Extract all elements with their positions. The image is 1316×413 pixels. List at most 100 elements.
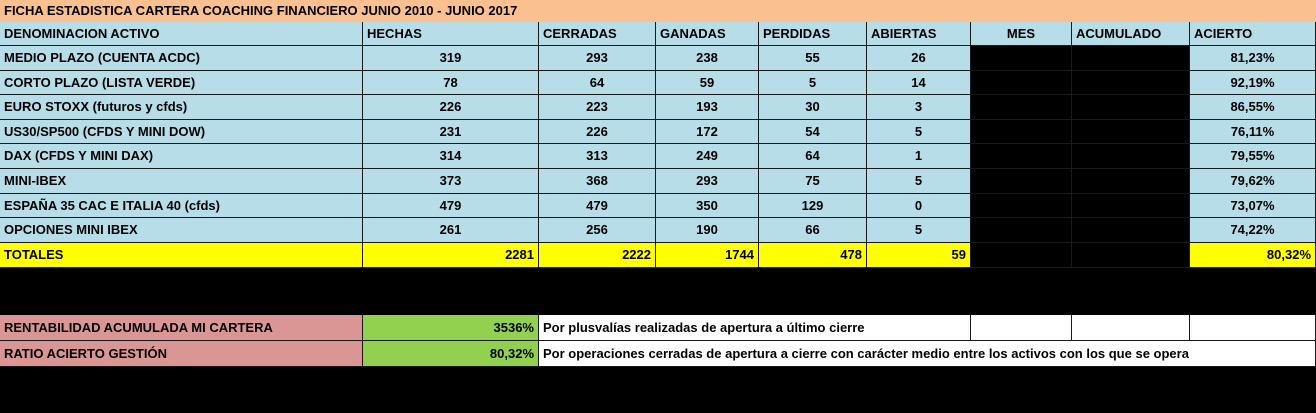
mes-redacted xyxy=(971,46,1072,71)
acierto-value: 81,23% xyxy=(1190,46,1316,71)
perdidas-value: 75 xyxy=(759,169,867,194)
ganadas-value: 350 xyxy=(656,194,759,218)
asset-name: CORTO PLAZO (LISTA VERDE) xyxy=(0,71,363,95)
acumulado-redacted xyxy=(1072,95,1190,120)
ganadas-value: 238 xyxy=(656,46,759,71)
abiertas-value: 3 xyxy=(867,95,971,120)
acierto-value: 79,55% xyxy=(1190,144,1316,169)
mes-redacted xyxy=(971,144,1072,169)
ganadas-value: 249 xyxy=(656,144,759,169)
table-row: OPCIONES MINI IBEX 261 256 190 66 5 74,2… xyxy=(0,218,1316,243)
hechas-value: 78 xyxy=(363,71,539,95)
totals-hechas: 2281 xyxy=(363,243,539,268)
acierto-value: 92,19% xyxy=(1190,71,1316,95)
asset-name: MINI-IBEX xyxy=(0,169,363,194)
table-row: ESPAÑA 35 CAC E ITALIA 40 (cfds) 479 479… xyxy=(0,194,1316,218)
cerradas-value: 256 xyxy=(539,218,656,243)
hechas-value: 226 xyxy=(363,95,539,120)
perdidas-value: 55 xyxy=(759,46,867,71)
mes-redacted xyxy=(971,71,1072,95)
ganadas-value: 172 xyxy=(656,120,759,144)
cerradas-value: 313 xyxy=(539,144,656,169)
acumulado-redacted xyxy=(1072,243,1190,268)
perdidas-value: 5 xyxy=(759,71,867,95)
redacted-block xyxy=(0,367,1316,413)
abiertas-value: 26 xyxy=(867,46,971,71)
cerradas-value: 479 xyxy=(539,194,656,218)
redacted-block xyxy=(0,268,1316,315)
summary-note-rentabilidad: Por plusvalías realizadas de apertura a … xyxy=(539,315,971,341)
totals-row: TOTALES 2281 2222 1744 478 59 80,32% xyxy=(0,243,1316,268)
table-row: MEDIO PLAZO (CUENTA ACDC) 319 293 238 55… xyxy=(0,46,1316,71)
mes-redacted xyxy=(971,194,1072,218)
header-perdidas: PERDIDAS xyxy=(759,22,867,46)
table-row: MINI-IBEX 373 368 293 75 5 79,62% xyxy=(0,169,1316,194)
hechas-value: 231 xyxy=(363,120,539,144)
totals-label: TOTALES xyxy=(0,243,363,268)
hechas-value: 314 xyxy=(363,144,539,169)
abiertas-value: 5 xyxy=(867,218,971,243)
asset-name: US30/SP500 (CFDS Y MINI DOW) xyxy=(0,120,363,144)
perdidas-value: 66 xyxy=(759,218,867,243)
acumulado-redacted xyxy=(1072,120,1190,144)
title-band xyxy=(971,0,1316,22)
table-row: CORTO PLAZO (LISTA VERDE) 78 64 59 5 14 … xyxy=(0,71,1316,95)
summary-value-ratio: 80,32% xyxy=(363,341,539,367)
mes-redacted xyxy=(971,243,1072,268)
acierto-value: 73,07% xyxy=(1190,194,1316,218)
ganadas-value: 190 xyxy=(656,218,759,243)
header-cerradas: CERRADAS xyxy=(539,22,656,46)
asset-name: OPCIONES MINI IBEX xyxy=(0,218,363,243)
cerradas-value: 368 xyxy=(539,169,656,194)
header-acumulado: ACUMULADO xyxy=(1072,22,1190,46)
abiertas-value: 0 xyxy=(867,194,971,218)
hechas-value: 479 xyxy=(363,194,539,218)
summary-label-ratio: RATIO ACIERTO GESTIÓN xyxy=(0,341,363,367)
abiertas-value: 5 xyxy=(867,169,971,194)
perdidas-value: 54 xyxy=(759,120,867,144)
acumulado-redacted xyxy=(1072,169,1190,194)
cerradas-value: 293 xyxy=(539,46,656,71)
summary-value-rentabilidad: 3536% xyxy=(363,315,539,341)
header-mes: MES xyxy=(971,22,1072,46)
acumulado-redacted xyxy=(1072,144,1190,169)
perdidas-value: 64 xyxy=(759,144,867,169)
acumulado-redacted xyxy=(1072,218,1190,243)
summary-note-ratio: Por operaciones cerradas de apertura a c… xyxy=(539,341,1316,367)
header-row: DENOMINACION ACTIVO HECHAS CERRADAS GANA… xyxy=(0,22,1316,46)
totals-abiertas: 59 xyxy=(867,243,971,268)
header-ganadas: GANADAS xyxy=(656,22,759,46)
asset-name: DAX (CFDS Y MINI DAX) xyxy=(0,144,363,169)
table-row: DAX (CFDS Y MINI DAX) 314 313 249 64 1 7… xyxy=(0,144,1316,169)
asset-name: EURO STOXX (futuros y cfds) xyxy=(0,95,363,120)
mes-redacted xyxy=(971,169,1072,194)
mes-redacted xyxy=(971,218,1072,243)
header-denominacion: DENOMINACION ACTIVO xyxy=(0,22,363,46)
perdidas-value: 129 xyxy=(759,194,867,218)
acierto-value: 76,11% xyxy=(1190,120,1316,144)
sheet-title: FICHA ESTADISTICA CARTERA COACHING FINAN… xyxy=(0,0,971,22)
header-abiertas: ABIERTAS xyxy=(867,22,971,46)
ganadas-value: 193 xyxy=(656,95,759,120)
acumulado-redacted xyxy=(1072,46,1190,71)
totals-cerradas: 2222 xyxy=(539,243,656,268)
abiertas-value: 1 xyxy=(867,144,971,169)
empty-cell xyxy=(1190,315,1316,341)
abiertas-value: 14 xyxy=(867,71,971,95)
header-hechas: HECHAS xyxy=(363,22,539,46)
ganadas-value: 59 xyxy=(656,71,759,95)
totals-ganadas: 1744 xyxy=(656,243,759,268)
totals-perdidas: 478 xyxy=(759,243,867,268)
empty-cell xyxy=(971,315,1072,341)
summary-label-rentabilidad: RENTABILIDAD ACUMULADA MI CARTERA xyxy=(0,315,363,341)
acumulado-redacted xyxy=(1072,194,1190,218)
mes-redacted xyxy=(971,120,1072,144)
redacted-band xyxy=(0,268,1316,315)
acierto-value: 86,55% xyxy=(1190,95,1316,120)
redacted-band xyxy=(0,367,1316,413)
ganadas-value: 293 xyxy=(656,169,759,194)
hechas-value: 319 xyxy=(363,46,539,71)
mes-redacted xyxy=(971,95,1072,120)
perdidas-value: 30 xyxy=(759,95,867,120)
